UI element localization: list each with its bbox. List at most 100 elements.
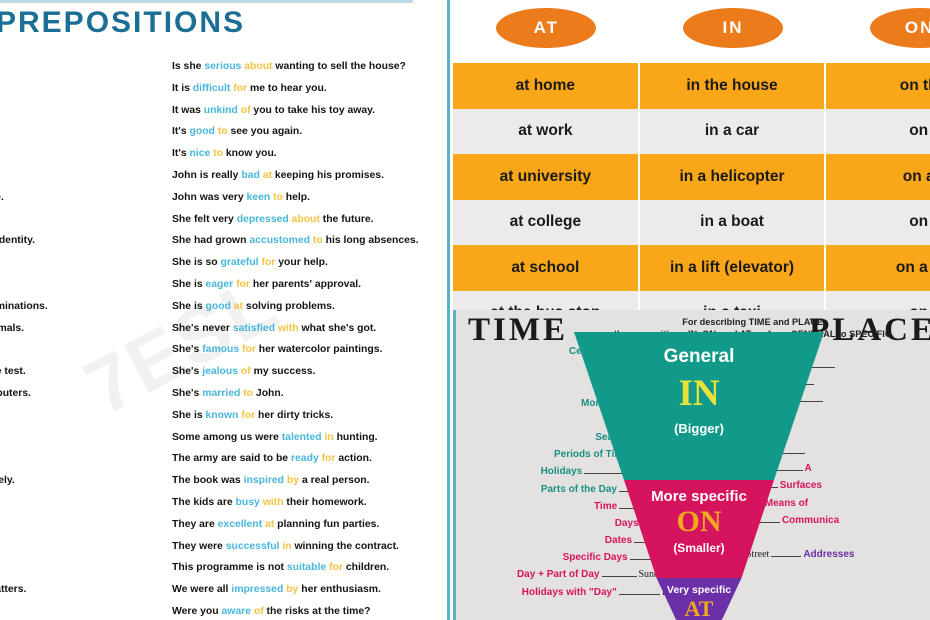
table-row: at the bus stopin a taxion	[453, 290, 930, 312]
preposition: in	[324, 431, 334, 443]
adjective: married	[202, 387, 241, 399]
time-category: Parts of the Day	[540, 483, 617, 495]
sentence-suffix: ey'd all arrived safely.	[0, 475, 15, 487]
sentence-line: n your classmate?	[0, 56, 158, 78]
sentence-suffix: the risks at the time?	[266, 605, 371, 617]
sentence-prefix: We were all	[172, 584, 229, 596]
sentence-prefix: She's	[172, 366, 200, 378]
sentence-prefix: She had grown	[172, 235, 247, 247]
preposition: for	[233, 82, 248, 94]
sentence-suffix: solving problems.	[245, 300, 335, 312]
sentence-suffix: see you again.	[230, 126, 303, 138]
preposition: with	[277, 322, 299, 334]
sentence-line: he told me.	[0, 427, 158, 449]
sentence-suffix: her enthusiasm.	[301, 584, 381, 596]
adjective: difficult	[192, 82, 231, 94]
sentence-suffix: a real person.	[301, 475, 370, 487]
sentence-line: She's married to John.	[172, 383, 447, 405]
preposition: for	[261, 257, 276, 269]
segment-at-word: AT	[684, 596, 714, 620]
sentence-line: in high heels.	[0, 405, 158, 427]
sentence-line: advice on such matters.	[0, 579, 158, 601]
infographic-inner: TIME PLACE For describing TIME and PLACE…	[456, 310, 930, 620]
time-heading: TIME	[468, 312, 569, 348]
sentence-suffix: her watercolor paintings.	[258, 344, 383, 356]
table-cell: in the house	[639, 63, 825, 109]
adjective: famous	[202, 344, 240, 356]
preposition: at	[265, 518, 275, 530]
time-category: Holidays	[540, 466, 583, 478]
sentence-line: his upcoming examinations.	[0, 296, 158, 318]
sentence-line: nese food.	[0, 557, 158, 579]
sentence-suffix: computers.	[0, 387, 31, 399]
sentence-suffix: his future.	[0, 191, 4, 203]
preposition: for	[329, 562, 343, 574]
preposition: in	[282, 540, 292, 552]
table-cell: on a n	[826, 245, 930, 291]
sentence-line: The kids are busy with their homework.	[172, 492, 447, 514]
table-cell: at home	[453, 63, 638, 109]
sentence-suffix: winning the contract.	[294, 540, 399, 552]
adjective: talented	[281, 431, 322, 443]
sentence-line: She's never satisfied with what she's go…	[172, 318, 447, 340]
sentence-prefix: She is	[172, 300, 203, 312]
place-category: Surfaces	[779, 480, 822, 492]
adjective: impressed	[231, 584, 284, 596]
sentence-suffix: his long absences.	[325, 235, 419, 247]
sentence-line: ss about his future.	[0, 187, 158, 209]
time-category: Holidays with "Day"	[521, 586, 617, 598]
segment-in-label: General	[663, 346, 735, 367]
place-category: Addresses	[803, 549, 855, 561]
segment-at-label: Very specific	[666, 584, 732, 596]
adjective: keen	[246, 191, 271, 203]
sentence-suffix: keeping his promises.	[274, 169, 384, 181]
sentence-suffix: know you.	[225, 148, 277, 160]
sentence-prefix: The army are said to be	[172, 453, 289, 465]
sentence-prefix: Some among us were	[172, 431, 279, 443]
adjective: satisfied	[232, 322, 275, 334]
table-cell: on	[826, 290, 930, 312]
adjective: accustomed	[249, 235, 311, 247]
sentence-prefix: She is	[172, 278, 203, 290]
sentence-column-left: n your classmate?rk?t arrangement??ses.i…	[0, 56, 158, 620]
sentence-suffix: their homework.	[286, 496, 367, 508]
triangle-segment-on: More specific ON (Smaller)	[624, 480, 774, 578]
sentence-prefix: She is	[172, 409, 203, 421]
table-cell: at the bus stop	[453, 290, 638, 312]
sentence-suffix: her parents' approval.	[252, 278, 362, 290]
sentence-line: She had grown accustomed to his long abs…	[172, 230, 447, 252]
preposition: of	[253, 605, 264, 617]
sentence-suffix: his upcoming examinations.	[0, 300, 48, 312]
adjective: bad	[241, 169, 260, 181]
table-cell: on	[826, 199, 930, 245]
leader-line	[774, 446, 805, 454]
adjective: serious	[204, 61, 242, 72]
preposition-pill-at: AT	[496, 8, 597, 48]
sentence-line: It's nice to know you.	[172, 143, 447, 165]
sentence-line: ?	[0, 121, 158, 143]
sentence-prefix: It's	[172, 126, 187, 138]
leader-line	[629, 552, 653, 561]
top-border	[0, 0, 413, 3]
table-row: at work in a car on	[453, 108, 930, 154]
sentence-prefix: This programme is not	[172, 562, 285, 574]
sentence-line: ses.	[0, 143, 158, 165]
adjective: grateful	[220, 257, 259, 269]
place-heading: PLACE	[809, 312, 930, 348]
sentence-line: The army are said to be ready for action…	[172, 448, 447, 470]
sentence-line: t I did.	[0, 536, 158, 558]
adjective: good	[205, 300, 231, 312]
sentence-suffix: you to take his toy away.	[253, 104, 376, 116]
sentence-suffix: me to hear you.	[249, 82, 327, 94]
sentence-line: The book was inspired by a real person.	[172, 470, 447, 492]
table-cell: in a boat	[639, 199, 825, 245]
sentence-suffix: wanting to sell the house?	[275, 61, 406, 72]
adjective: eager	[205, 278, 234, 290]
sentence-line: f for not giving up.	[0, 252, 158, 274]
sentence-line: obbery.	[0, 274, 158, 296]
sentence-suffix: looking after animals.	[0, 322, 25, 334]
